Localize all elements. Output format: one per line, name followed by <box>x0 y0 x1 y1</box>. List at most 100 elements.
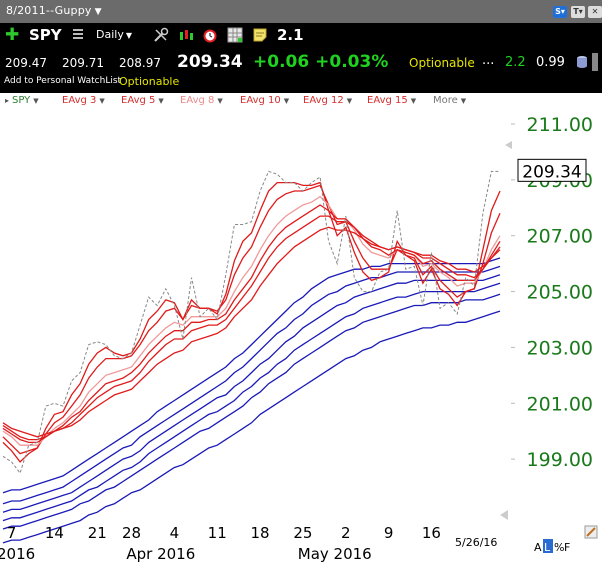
t-link-button[interactable]: T▾ <box>571 6 585 18</box>
last-price: 209.34 <box>177 52 243 72</box>
calculator-icon[interactable] <box>227 27 243 43</box>
quote-value-a: 2.2 <box>505 55 526 70</box>
legend-more-button[interactable]: More ▼ <box>433 95 466 106</box>
series-line-eavg-35 <box>2 265 501 505</box>
y-tick-label: 205.00 <box>527 282 593 304</box>
y-tick-label: 207.00 <box>527 226 593 248</box>
low-price: 208.97 <box>119 56 161 70</box>
more-button[interactable]: ... <box>482 53 495 68</box>
window-title-bar: 8/2011--Guppy ▼ S▾ T▾ ✕ <box>0 0 602 23</box>
change-value: +0.06 <box>253 52 310 72</box>
y-tick-label: 201.00 <box>527 393 593 415</box>
scale-button-label: L <box>544 541 551 554</box>
legend-label: EAvg 15 <box>367 95 408 106</box>
symbol-toolbar: ✚ SPY Daily ▼ 2.1 209.47 209.71 208.97 20… <box>0 23 602 93</box>
resize-handle[interactable] <box>592 53 598 71</box>
change-percent: +0.03% <box>315 52 389 72</box>
period-select[interactable]: Daily ▼ <box>96 28 132 41</box>
legend-label: More <box>433 95 458 106</box>
high-price: 209.71 <box>62 56 104 70</box>
x-month-label: Apr 2016 <box>126 545 195 563</box>
optionable-label[interactable]: Optionable <box>119 75 180 88</box>
menu-icon[interactable] <box>73 29 83 41</box>
x-month-label: May 2016 <box>298 545 372 563</box>
scale-button-l[interactable]: L <box>543 539 553 554</box>
x-tick-label: 21 <box>88 524 107 542</box>
y-tick-label: 203.00 <box>527 337 593 359</box>
chevron-down-icon: ▼ <box>125 31 132 40</box>
scroll-arrow-icon[interactable] <box>500 510 508 520</box>
quote-value-b: 0.99 <box>536 55 565 70</box>
database-icon[interactable] <box>576 55 588 69</box>
series-line-eavg-50 <box>2 293 501 530</box>
series-line-eavg-12 <box>2 215 501 441</box>
x-tick-label: 4 <box>170 524 180 542</box>
x-tick-label: 7 <box>7 524 17 542</box>
legend-item-eavg3[interactable]: EAvg 3 ▼ <box>62 95 105 106</box>
note-icon[interactable] <box>252 27 268 43</box>
add-to-watchlist-link[interactable]: Add to Personal WatchList <box>4 76 122 86</box>
expand-icon: ▸ <box>5 96 10 105</box>
chevron-down-icon: ▼ <box>346 97 353 105</box>
chevron-down-icon: ▼ <box>410 97 417 105</box>
current-price-box <box>517 158 587 182</box>
legend-item-eavg15[interactable]: EAvg 15 ▼ <box>367 95 416 106</box>
current-price-label: 209.34 <box>522 162 581 182</box>
chevron-down-icon: ▼ <box>217 97 223 105</box>
x-tick-label: 11 <box>208 524 227 542</box>
legend-label: EAvg 12 <box>303 95 344 106</box>
scale-button-bg <box>543 539 553 553</box>
add-icon[interactable]: ✚ <box>5 25 20 45</box>
period-label: Daily <box>96 28 124 41</box>
layout-title: 8/2011--Guppy <box>6 4 92 17</box>
series-line-eavg-15 <box>2 226 501 438</box>
scale-button-label: A <box>534 541 542 554</box>
chevron-down-icon: ▼ <box>33 97 39 105</box>
indicator-value: 2.1 <box>277 26 304 44</box>
price-change: +0.06 +0.03% <box>253 52 388 72</box>
scroll-arrow-icon[interactable] <box>505 141 512 149</box>
legend-label: EAvg 3 <box>62 95 97 106</box>
series-line-eavg-10 <box>2 204 501 444</box>
series-line-eavg-3 <box>2 181 501 463</box>
layout-menu[interactable]: 8/2011--Guppy ▼ <box>6 4 102 17</box>
legend-label: EAvg 10 <box>240 95 281 106</box>
chevron-down-icon: ▼ <box>158 97 164 105</box>
legend-item-eavg8[interactable]: EAvg 8 ▼ <box>180 95 223 106</box>
x-tick-label: 16 <box>422 524 441 542</box>
chevron-down-icon: ▼ <box>460 97 467 105</box>
legend-item-eavg12[interactable]: EAvg 12 ▼ <box>303 95 352 106</box>
x-tick-label: 25 <box>293 524 312 542</box>
series-line-eavg-8 <box>2 195 501 446</box>
scale-button-a[interactable]: A <box>534 541 542 554</box>
legend-item-spy[interactable]: ▸ SPY ▼ <box>5 95 39 106</box>
series-line-eavg-5 <box>2 184 501 455</box>
date-label: 5/26/16 <box>455 536 497 549</box>
pencil-icon <box>586 527 596 537</box>
series-line-spy <box>2 170 500 475</box>
candles-icon[interactable] <box>178 27 194 43</box>
optionable-link[interactable]: Optionable <box>409 56 475 70</box>
symbol-field[interactable]: SPY <box>29 26 62 44</box>
x-tick-label: 9 <box>384 524 394 542</box>
scale-button-f[interactable]: F <box>564 541 570 554</box>
chevron-down-icon: ▼ <box>99 97 105 105</box>
alarm-clock-icon[interactable] <box>202 27 218 43</box>
open-price: 209.47 <box>5 56 47 70</box>
legend-item-eavg10[interactable]: EAvg 10 ▼ <box>240 95 289 106</box>
price-chart[interactable]: 211.00209.00207.00205.00203.00201.00199.… <box>0 110 602 565</box>
tools-icon[interactable] <box>153 27 169 43</box>
chevron-down-icon: ▼ <box>283 97 290 105</box>
x-tick-label: 28 <box>122 524 141 542</box>
x-month-label: 2016 <box>0 545 35 563</box>
x-tick-label: 14 <box>45 524 64 542</box>
indicator-legend: ▸ SPY ▼ EAvg 3 ▼ EAvg 5 ▼ EAvg 8 ▼ EAvg 10 ▼ E… <box>0 93 602 110</box>
scale-button-pct[interactable]: % <box>554 541 564 554</box>
s-link-button[interactable]: S▾ <box>553 6 567 18</box>
close-icon[interactable]: ✕ <box>588 6 602 18</box>
legend-item-eavg5[interactable]: EAvg 5 ▼ <box>121 95 164 106</box>
legend-label: EAvg 8 <box>180 95 215 106</box>
scale-button-label: % <box>554 541 564 554</box>
x-tick-label: 18 <box>251 524 270 542</box>
y-tick-label: 211.00 <box>527 114 593 136</box>
